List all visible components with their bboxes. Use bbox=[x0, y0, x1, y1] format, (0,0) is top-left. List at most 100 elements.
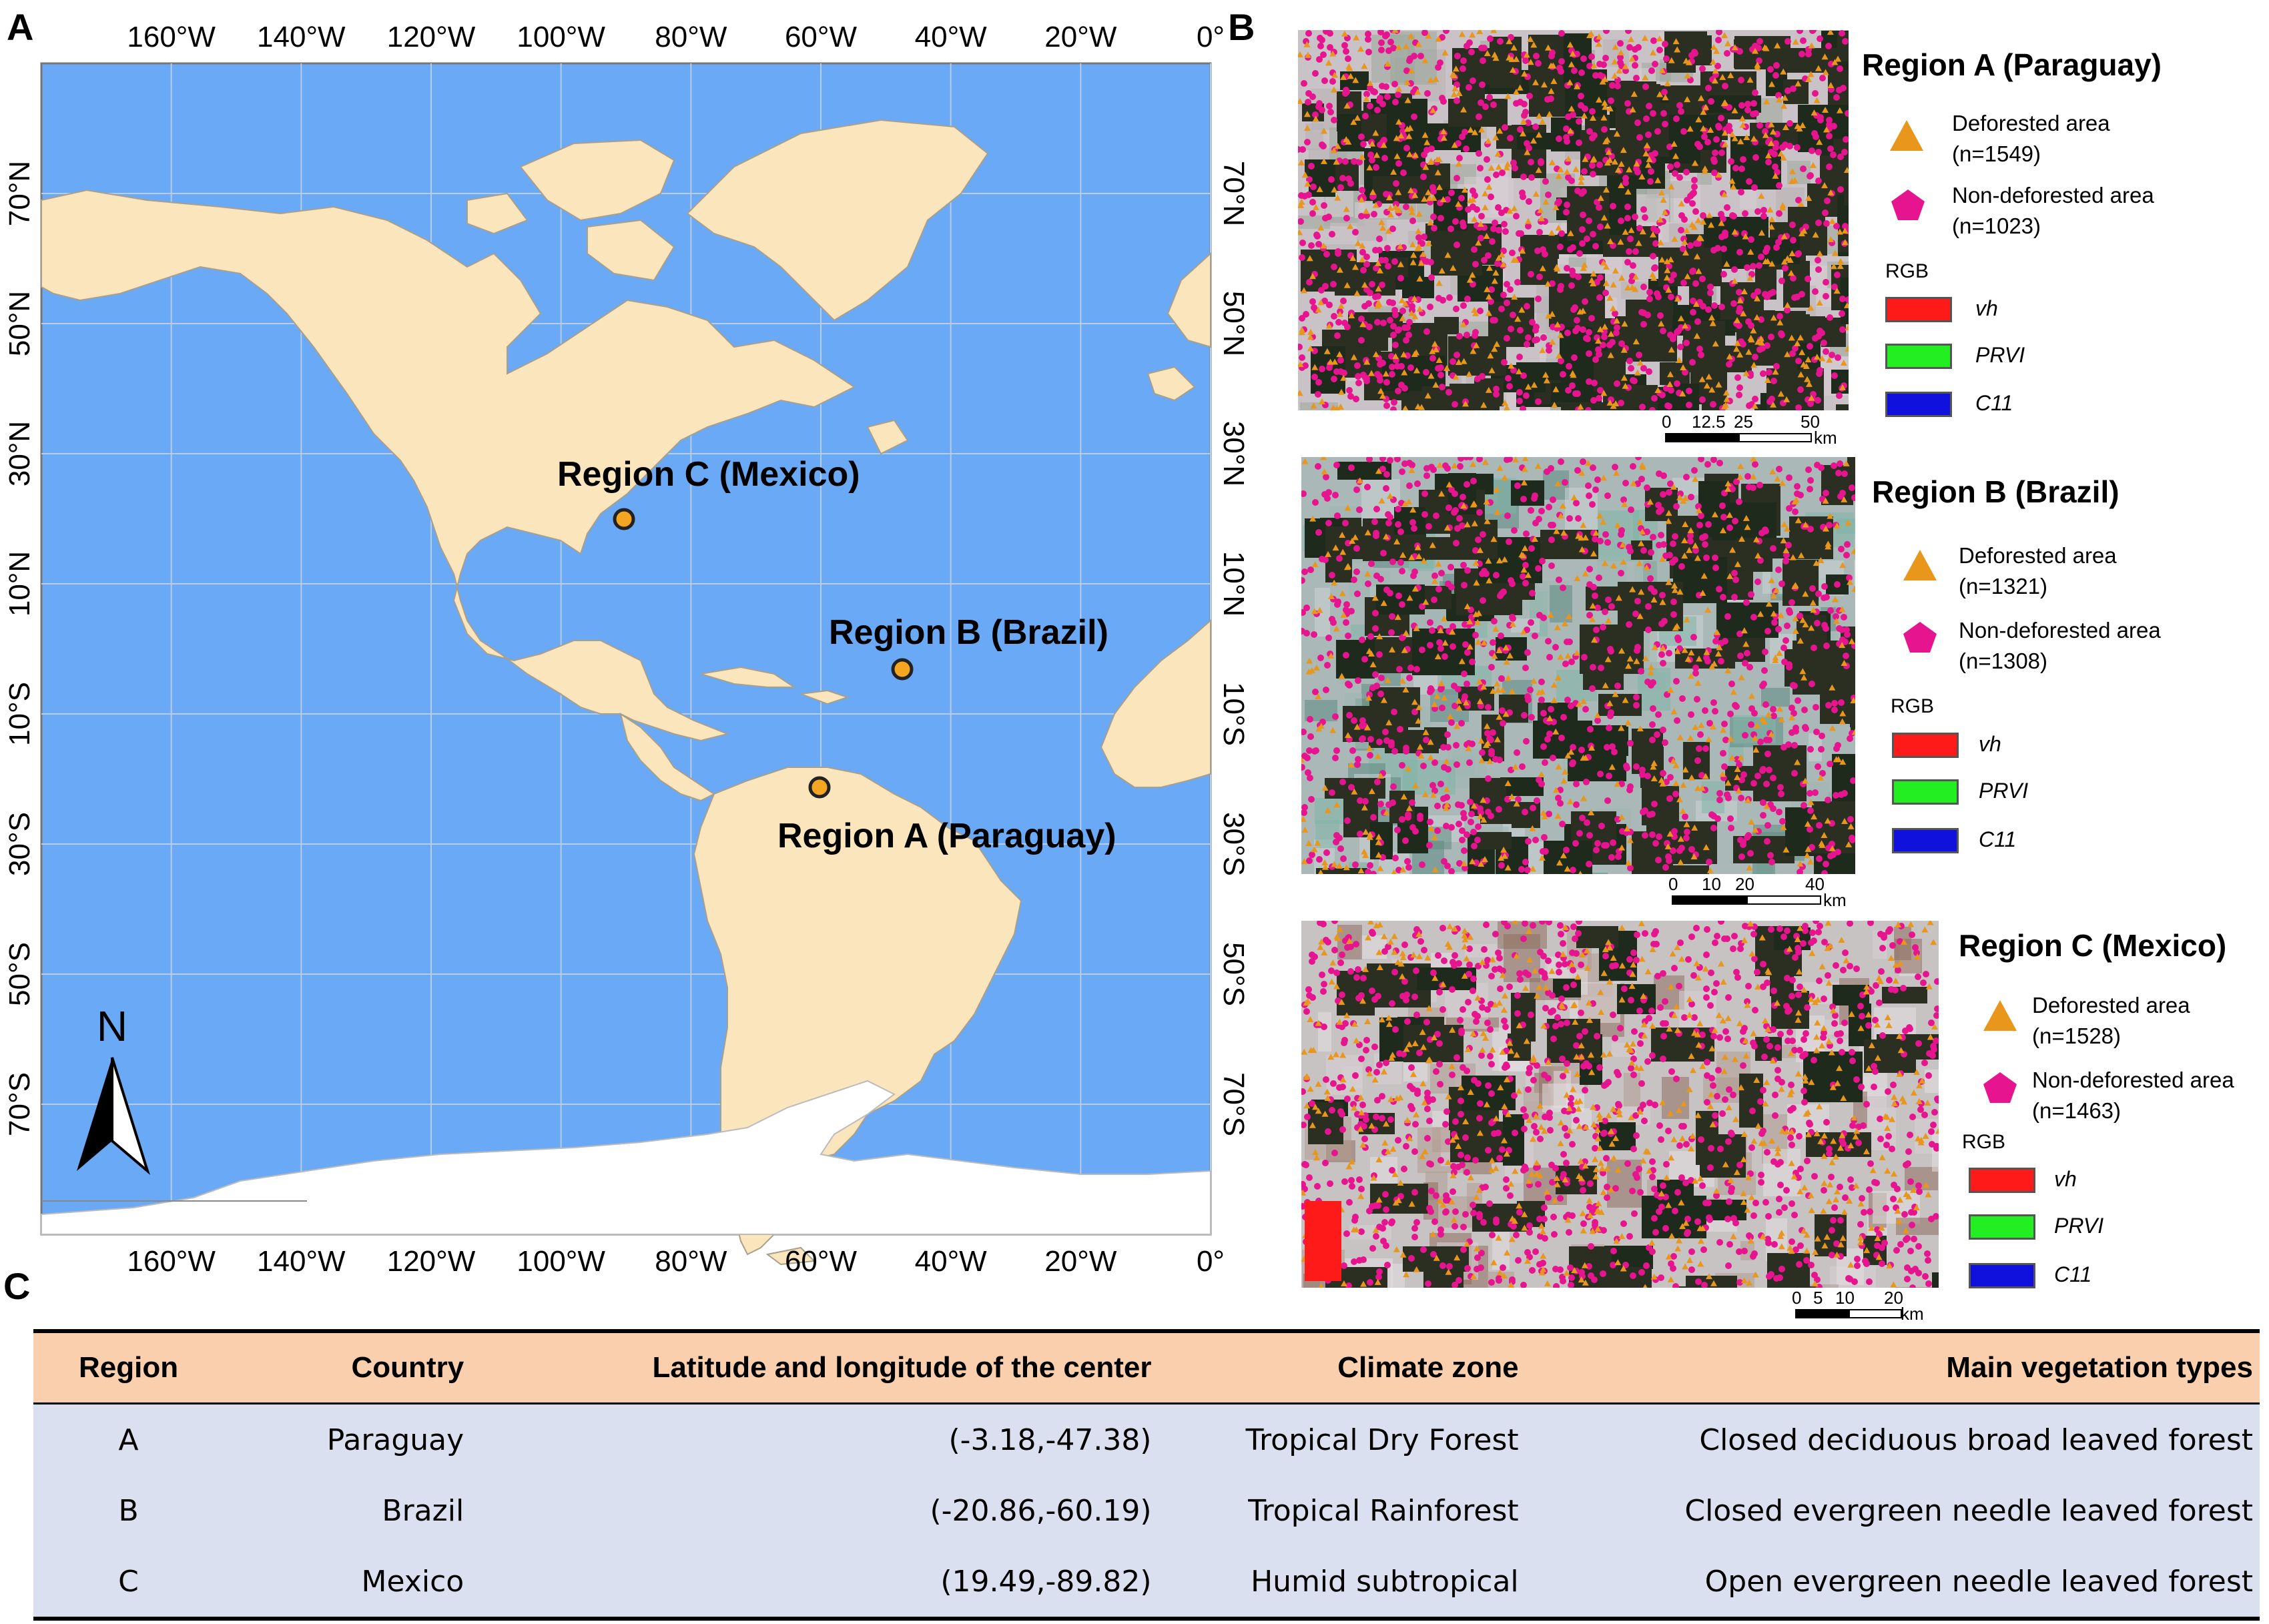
longitude-tick-label: 160°W bbox=[127, 1245, 216, 1278]
region-marker bbox=[891, 658, 914, 681]
latitude-labels-right: 70°N 50°N 30°N 10°N 10°S 30°S 50°S 70°S bbox=[1217, 161, 1250, 1136]
north-label: N bbox=[97, 1002, 127, 1050]
latitude-tick-label: 50°N bbox=[1217, 291, 1250, 356]
prvi-label: PRVI bbox=[1975, 343, 2025, 367]
non-deforested-pentagon-icon bbox=[1891, 189, 1925, 220]
scale-tick: 0 bbox=[1668, 874, 1678, 894]
latitude-tick-label: 10°N bbox=[1217, 551, 1250, 617]
longitude-tick-label: 140°W bbox=[257, 21, 346, 53]
prvi-swatch bbox=[1969, 1214, 2035, 1240]
longitude-tick-label: 20°W bbox=[1044, 1245, 1117, 1278]
longitude-tick-label: 160°W bbox=[127, 21, 216, 53]
cell-region: A bbox=[33, 1403, 224, 1475]
table-row: B Brazil (-20.86,-60.19) Tropical Rainfo… bbox=[33, 1475, 2260, 1546]
longitude-tick-label: 100°W bbox=[517, 21, 605, 53]
latitude-tick-label: 10°S bbox=[3, 682, 36, 746]
scale-tick: 10 bbox=[1835, 1288, 1855, 1308]
vh-label: vh bbox=[1975, 296, 1998, 320]
scale-tick: 12.5 bbox=[1692, 412, 1726, 432]
latitude-labels-left: 70°N 50°N 30°N 10°N 10°S 30°S 50°S 70°S bbox=[3, 161, 36, 1136]
non-deforested-count: (n=1023) bbox=[1952, 214, 2041, 238]
scalebar-region-c: 0 5 10 20 km bbox=[1792, 1288, 1932, 1324]
prvi-label: PRVI bbox=[1979, 779, 2029, 803]
north-america-shape bbox=[41, 189, 856, 742]
non-deforested-pentagon-icon bbox=[1983, 1072, 2017, 1103]
scalebar-region-a: 0 12.5 25 50 km bbox=[1662, 412, 1837, 448]
latitude-tick-label: 70°S bbox=[3, 1072, 36, 1136]
cell-latlon: (-20.86,-60.19) bbox=[470, 1475, 1159, 1546]
satellite-image-region-a bbox=[1298, 30, 1849, 410]
latitude-tick-label: 70°N bbox=[3, 161, 36, 226]
c11-label: C11 bbox=[1979, 827, 2017, 851]
latitude-tick-label: 50°S bbox=[3, 942, 36, 1006]
non-deforested-count: (n=1308) bbox=[1959, 649, 2048, 673]
satellite-image-region-c bbox=[1301, 921, 1939, 1288]
deforested-count: (n=1528) bbox=[2032, 1024, 2122, 1048]
scale-tick: 10 bbox=[1702, 874, 1721, 894]
cell-climate: Humid subtropical bbox=[1158, 1546, 1526, 1619]
vh-swatch bbox=[1969, 1168, 2035, 1193]
scalebar-region-b: 0 10 20 40 km bbox=[1668, 874, 1849, 910]
deforested-label: Deforested area bbox=[2032, 993, 2190, 1018]
panel-a-letter: A bbox=[7, 6, 34, 48]
region-marker bbox=[613, 508, 635, 530]
prvi-label: PRVI bbox=[2054, 1214, 2104, 1238]
table-row: A Paraguay (-3.18,-47.38) Tropical Dry F… bbox=[33, 1403, 2260, 1475]
latitude-tick-label: 30°S bbox=[1217, 812, 1250, 876]
arctic-islands-shape bbox=[519, 139, 675, 222]
rgb-label: RGB bbox=[1891, 695, 1935, 717]
region-marker bbox=[808, 776, 831, 799]
region-label: Region A (Paraguay) bbox=[777, 817, 1116, 855]
longitude-labels-bottom: 160°W 140°W 120°W 100°W 80°W 60°W 40°W 20°W 0° bbox=[127, 1245, 1225, 1278]
non-deforested-pentagon-icon bbox=[1903, 622, 1937, 653]
prvi-swatch bbox=[1885, 344, 1952, 369]
scale-tick: 20 bbox=[1735, 874, 1754, 894]
scale-tick: 40 bbox=[1805, 874, 1825, 894]
latitude-tick-label: 70°N bbox=[1217, 161, 1250, 226]
longitude-tick-label: 20°W bbox=[1044, 21, 1117, 53]
satellite-image-region-b bbox=[1301, 457, 1855, 874]
longitude-tick-label: 80°W bbox=[655, 21, 727, 53]
rgb-label: RGB bbox=[1962, 1131, 2006, 1153]
c11-swatch bbox=[1885, 392, 1952, 417]
scale-tick: 0 bbox=[1792, 1288, 1802, 1308]
longitude-tick-label: 140°W bbox=[257, 1245, 346, 1278]
greenland-shape bbox=[686, 119, 989, 322]
latitude-tick-label: 70°S bbox=[1217, 1072, 1250, 1136]
legend-region-b: Region B (Brazil) Deforested area (n=132… bbox=[1872, 474, 2266, 861]
cell-climate: Tropical Rainforest bbox=[1158, 1475, 1526, 1546]
vh-swatch bbox=[1885, 297, 1952, 322]
deforested-triangle-icon bbox=[1903, 550, 1937, 580]
non-deforested-count: (n=1463) bbox=[2032, 1098, 2122, 1123]
europe-edge-shape bbox=[1167, 252, 1211, 348]
non-deforested-label: Non-deforested area bbox=[1959, 618, 2161, 643]
cell-vegetation: Open evergreen needle leaved forest bbox=[1525, 1546, 2260, 1619]
deforested-triangle-icon bbox=[1890, 120, 1923, 151]
scale-tick: 20 bbox=[1884, 1288, 1903, 1308]
cell-country: Brazil bbox=[224, 1475, 471, 1546]
scale-tick: 5 bbox=[1813, 1288, 1823, 1308]
longitude-tick-label: 60°W bbox=[785, 21, 858, 53]
deforested-count: (n=1321) bbox=[1959, 574, 2048, 598]
cell-region: C bbox=[33, 1546, 224, 1619]
cell-climate: Tropical Dry Forest bbox=[1158, 1403, 1526, 1475]
vh-swatch bbox=[1892, 733, 1959, 758]
legend-region-c: Region C (Mexico) Deforested area (n=152… bbox=[1959, 927, 2266, 1301]
latitude-tick-label: 50°N bbox=[3, 291, 36, 356]
scale-unit: km bbox=[1901, 1304, 1924, 1324]
legend-title: Region A (Paraguay) bbox=[1862, 47, 2162, 82]
non-deforested-label: Non-deforested area bbox=[1952, 183, 2154, 208]
header-latlon: Latitude and longitude of the center bbox=[470, 1331, 1159, 1404]
cell-country: Paraguay bbox=[224, 1403, 471, 1475]
table-header-row: Region Country Latitude and longitude of… bbox=[33, 1331, 2260, 1404]
scale-tick: 50 bbox=[1801, 412, 1820, 432]
central-america-shape bbox=[619, 712, 715, 802]
latitude-tick-label: 30°N bbox=[3, 421, 36, 486]
scale-tick: 25 bbox=[1734, 412, 1753, 432]
latitude-tick-label: 10°N bbox=[3, 551, 36, 617]
header-region: Region bbox=[33, 1331, 224, 1404]
latitude-tick-label: 50°S bbox=[1217, 942, 1250, 1006]
latitude-tick-label: 10°S bbox=[1217, 682, 1250, 746]
longitude-tick-label: 100°W bbox=[517, 1245, 605, 1278]
c11-swatch bbox=[1892, 828, 1959, 853]
